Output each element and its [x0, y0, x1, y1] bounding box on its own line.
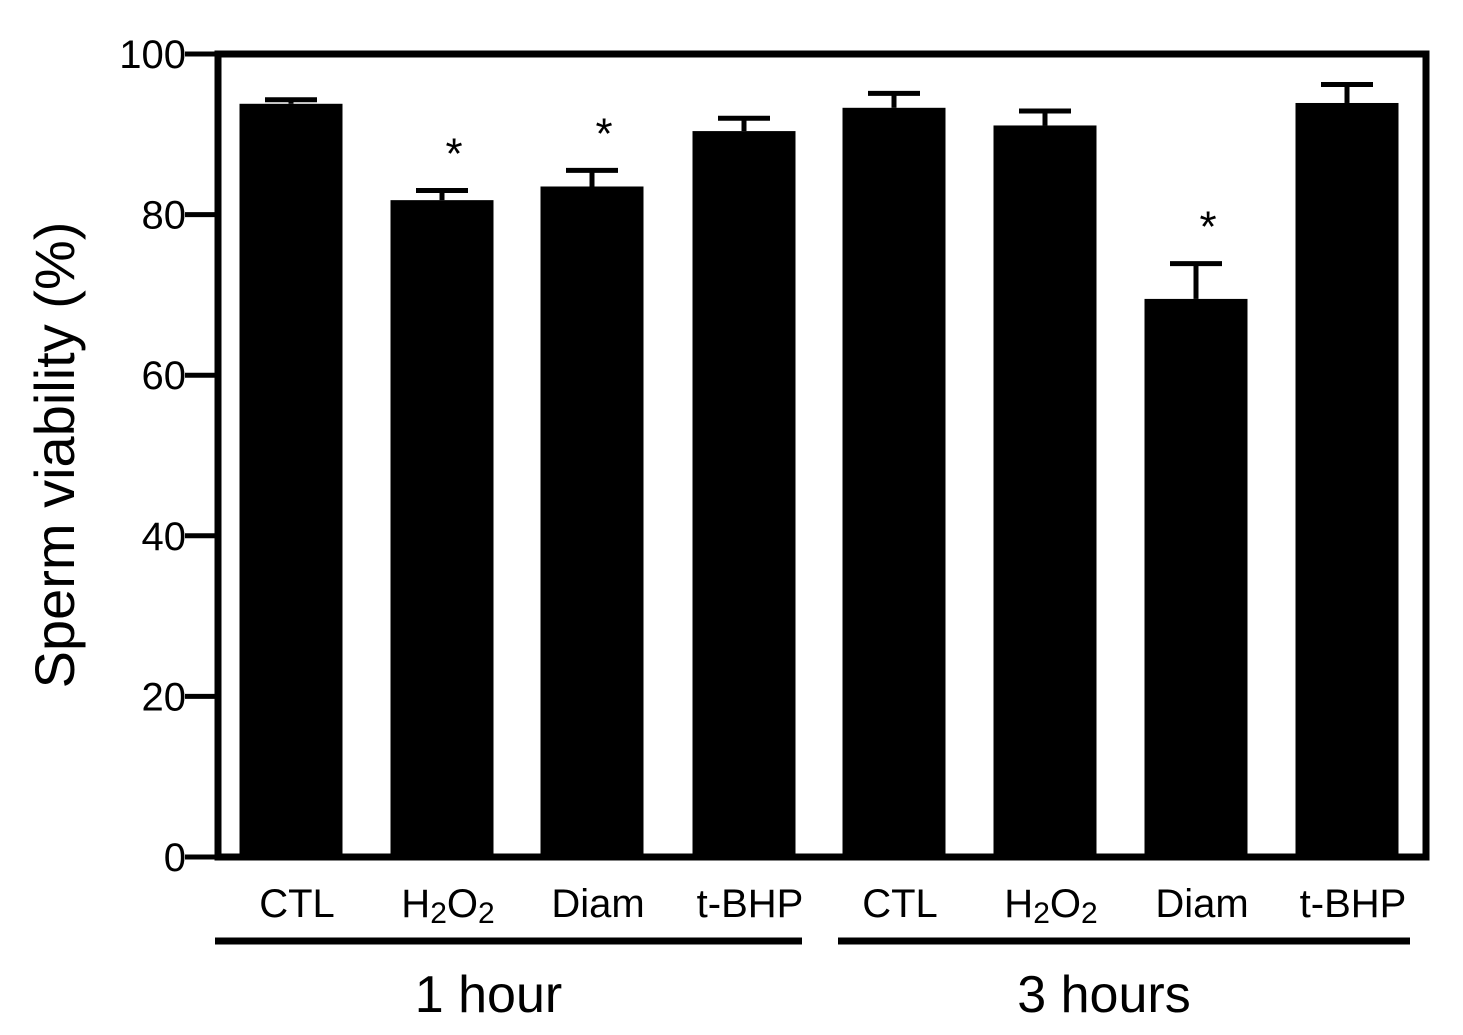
y-tick-label: 100 — [119, 33, 186, 77]
bar — [540, 186, 644, 857]
bar — [390, 200, 494, 857]
x-tick-label: H2O2 — [401, 882, 494, 930]
bar — [1295, 102, 1399, 857]
y-tick-label: 0 — [164, 836, 186, 880]
significance-marker: * — [595, 109, 612, 158]
bar — [1144, 298, 1248, 857]
x-tick-label: Diam — [1155, 882, 1248, 926]
bar — [692, 131, 796, 857]
x-tick-label: CTL — [862, 882, 938, 926]
significance-marker: * — [1199, 203, 1216, 252]
plot-frame — [214, 50, 1430, 861]
bar — [239, 103, 343, 857]
x-tick-label: CTL — [259, 882, 335, 926]
bar — [842, 107, 946, 857]
x-tick-label: t-BHP — [1300, 882, 1407, 926]
group-label: 3 hours — [1017, 966, 1190, 1024]
y-axis-label: Sperm viability (%) — [23, 222, 86, 689]
x-tick-label: t-BHP — [697, 882, 804, 926]
y-tick-label: 40 — [142, 515, 187, 559]
y-tick-label: 80 — [142, 194, 187, 238]
y-tick-label: 60 — [142, 354, 187, 398]
y-tick-label: 20 — [142, 675, 187, 719]
x-tick-label: Diam — [551, 882, 644, 926]
significance-marker: * — [445, 130, 462, 179]
bar — [993, 125, 1097, 858]
group-label: 1 hour — [415, 966, 562, 1024]
x-tick-label: H2O2 — [1004, 882, 1097, 930]
